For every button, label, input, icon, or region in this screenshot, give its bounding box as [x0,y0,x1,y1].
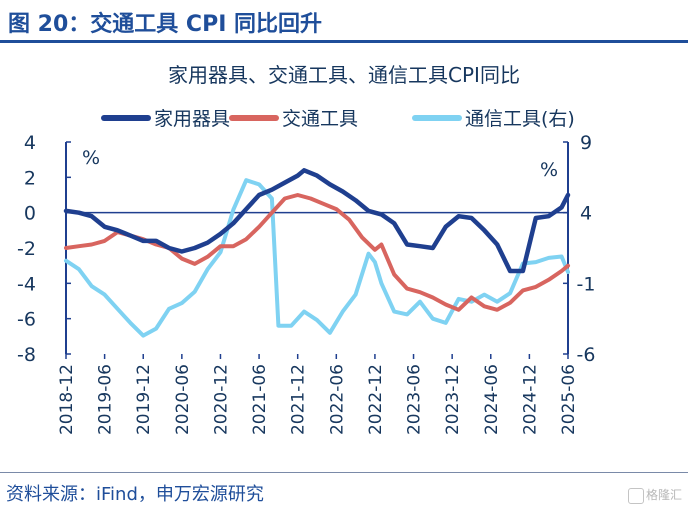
left-axis-tick-label: -8 [17,344,36,366]
footer-rule [0,472,688,473]
watermark-logo-icon [627,487,644,504]
right-axis-tick-label: 9 [580,132,592,154]
chart-title: 家用器具、交通工具、通信工具CPI同比 [168,63,520,87]
left-axis-tick-label: -2 [17,238,36,260]
legend-label-transport-vehicles: 交通工具 [282,108,358,130]
x-axis-tick-label: 2018-12 [57,364,77,435]
left-axis-tick-label: 4 [24,132,36,154]
series-line-household-appliances [63,168,571,274]
x-axis-tick-label: 2023-06 [405,364,425,435]
series-line-communication-devices [64,178,570,338]
x-axis-tick-label: 2024-06 [482,364,502,435]
x-axis-tick-label: 2025-06 [559,364,579,435]
legend-label-communication-devices: 通信工具(右) [465,108,575,130]
x-axis-tick-label: 2021-06 [250,364,270,435]
cpi-line-chart: 家用器具、交通工具、通信工具CPI同比 家用器具 交通工具 通信工具(右) % … [17,63,595,435]
header-rule [0,40,688,43]
left-axis-unit: % [82,147,100,169]
figure-header: 图 20：交通工具 CPI 同比回升 [0,0,688,44]
right-axis-unit: % [540,159,558,181]
legend-label-household-appliances: 家用器具 [154,108,230,130]
x-axis-tick-label: 2021-12 [289,364,309,435]
figure-title: 图 20：交通工具 CPI 同比回升 [8,12,323,37]
x-axis-tick-label: 2023-12 [443,364,463,435]
left-axis-tick-label: -6 [17,309,36,331]
left-axis-tick-label: 2 [24,167,36,189]
chart-plot-area [63,168,571,338]
x-axis-tick-label: 2020-06 [173,364,193,435]
right-axis-tick-label: 4 [580,203,592,225]
right-axis-tick-label: -1 [577,273,596,295]
watermark: 格隆汇 [627,486,682,504]
source-note: 资料来源：iFind，申万宏源研究 [6,484,264,505]
x-axis-tick-label: 2024-12 [520,364,540,435]
chart-axes: 4 2 0 -2 -4 -6 -8 9 4 -1 -6 2018-12 2019-06 2019-12 20… [17,132,595,435]
chart-legend: 家用器具 交通工具 通信工具(右) [101,108,575,130]
x-axis-tick-label: 2019-06 [96,364,116,435]
watermark-text: 格隆汇 [645,488,682,502]
x-axis-tick-label: 2020-12 [211,364,231,435]
left-axis-tick-label: -4 [17,273,36,295]
x-axis-tick-label: 2019-12 [134,364,154,435]
x-axis-tick-label: 2022-06 [327,364,347,435]
x-axis-tick-label: 2022-12 [366,364,386,435]
right-axis-tick-label: -6 [577,344,596,366]
left-axis-tick-label: 0 [24,203,36,225]
